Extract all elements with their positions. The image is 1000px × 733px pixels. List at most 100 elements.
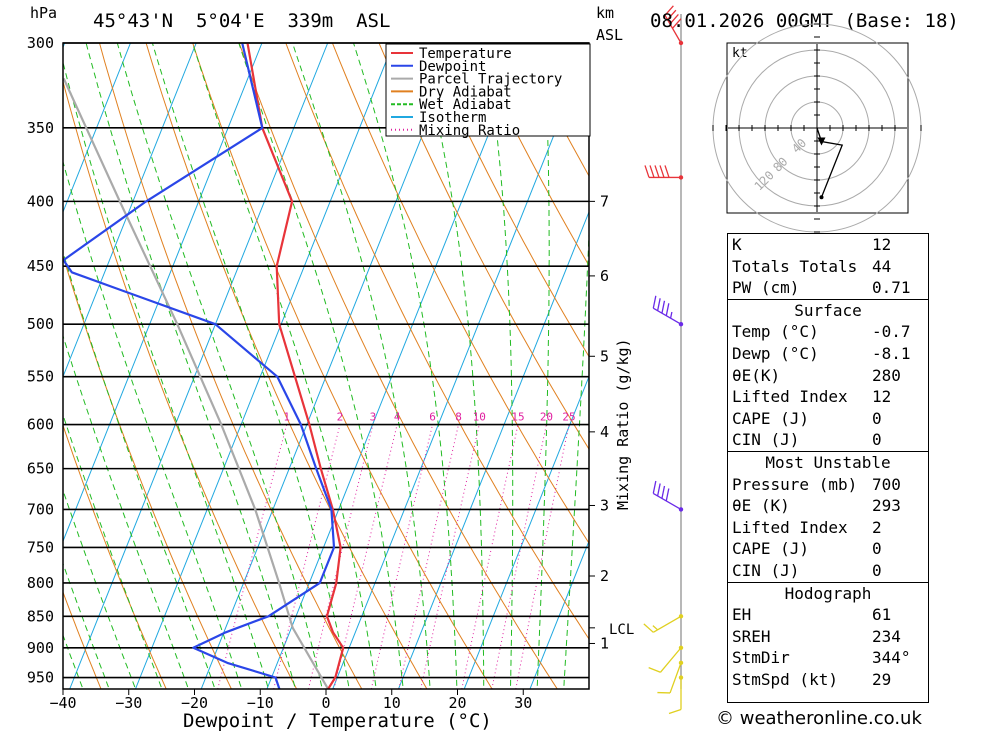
wind-barb-feather bbox=[654, 165, 660, 178]
x-tick-label: 0 bbox=[321, 694, 330, 712]
mixing-ratio-label: 2 bbox=[337, 411, 344, 424]
mixing-ratio-line bbox=[217, 424, 288, 689]
pressure-tick-450: 450 bbox=[27, 257, 54, 275]
surface-key: Temp (°C) bbox=[732, 322, 819, 342]
hodograph-trace bbox=[816, 127, 844, 198]
index-row: PW (cm) 0.71 bbox=[728, 277, 928, 299]
wind-barb-staff bbox=[652, 492, 682, 510]
mixing-ratio-line bbox=[273, 424, 341, 689]
isotherm bbox=[529, 539, 589, 689]
most-unstable-key: Lifted Index bbox=[732, 517, 848, 537]
x-tick-label: 10 bbox=[383, 694, 401, 712]
mixing-ratio-label: 6 bbox=[429, 411, 436, 424]
index-key: K bbox=[732, 235, 742, 254]
hodograph-stat-key: SREH bbox=[732, 626, 771, 646]
wind-barb-staff bbox=[664, 14, 682, 44]
wind-barb-feather bbox=[644, 165, 650, 178]
surface-title: Surface bbox=[794, 300, 862, 320]
hodograph-stat-row: EH 61 bbox=[728, 604, 928, 626]
wind-barb-feather bbox=[665, 303, 670, 316]
dry-adiabat bbox=[192, 43, 493, 689]
parcel-trajectory-line bbox=[63, 78, 330, 689]
wind-barb-feather bbox=[643, 623, 654, 633]
dry-adiabat bbox=[63, 79, 298, 689]
height-tick-5: 5 bbox=[600, 347, 609, 365]
wind-barb-feather bbox=[656, 298, 661, 311]
surface-value: -0.7 bbox=[872, 322, 911, 342]
hodograph-title: Hodograph bbox=[784, 583, 872, 603]
dry-adiabat bbox=[471, 43, 589, 267]
index-value: 0.71 bbox=[872, 278, 911, 298]
wind-barb-staff bbox=[652, 307, 682, 325]
dry-adiabat bbox=[145, 43, 428, 689]
mixing-ratio-label: 20 bbox=[540, 411, 553, 424]
isotherm bbox=[332, 45, 589, 689]
pressure-tick-900: 900 bbox=[27, 639, 54, 657]
most-unstable-row: θE (K) 293 bbox=[728, 495, 928, 517]
hodograph-stat-key: StmSpd (kt) bbox=[732, 669, 838, 689]
hodograph-stat-value: 29 bbox=[872, 669, 892, 689]
mixing-ratio-line bbox=[515, 424, 570, 689]
most-unstable-row: Pressure (mb) 700 bbox=[728, 474, 928, 496]
wet-adiabat bbox=[116, 43, 323, 689]
dry-adiabat bbox=[63, 423, 167, 689]
surface-row: CIN (J) 0 bbox=[728, 429, 928, 451]
dry-adiabat bbox=[425, 43, 589, 358]
most-unstable-value: 0 bbox=[872, 560, 882, 580]
height-tick-2: 2 bbox=[600, 567, 609, 585]
wind-barb-feather bbox=[667, 9, 677, 21]
wind-barb-feather bbox=[648, 667, 661, 673]
surface-row: CAPE (J) 0 bbox=[728, 408, 928, 430]
dry-adiabat bbox=[957, 5, 1000, 695]
datetime-label: 08.01.2026 00GMT (Base: 18) bbox=[650, 10, 959, 32]
x-axis-label: Dewpoint / Temperature (°C) bbox=[183, 710, 492, 732]
indices-panel: K 12 Totals Totals 44 PW (cm) 0.71 Surface Te… bbox=[727, 233, 929, 703]
wet-adiabat bbox=[238, 43, 404, 689]
pressure-tick-650: 650 bbox=[27, 460, 54, 478]
legend-label: Parcel Trajectory bbox=[419, 72, 562, 88]
wind-barb-feather bbox=[672, 18, 682, 29]
lcl-label: LCL bbox=[609, 622, 634, 638]
mixing-ratio-line bbox=[420, 424, 480, 689]
surface-key: CIN (J) bbox=[732, 430, 800, 450]
surface-key: θE(K) bbox=[732, 365, 781, 385]
temperature-line bbox=[246, 43, 345, 689]
mixing-ratio-label: 1 bbox=[283, 411, 290, 424]
most-unstable-row: CAPE (J) 0 bbox=[728, 538, 928, 560]
wind-barb-feather bbox=[656, 483, 661, 497]
mixing-ratio-label: 3 bbox=[370, 411, 377, 424]
mixing-ratio-label: 8 bbox=[455, 411, 462, 424]
index-row: K 12 bbox=[728, 234, 928, 256]
wet-adiabat bbox=[63, 60, 270, 689]
axes: 3003504004505005506006507007508008509009… bbox=[27, 34, 634, 712]
surface-key: Dewp (°C) bbox=[732, 343, 819, 363]
index-key: PW (cm) bbox=[732, 278, 800, 298]
copyright[interactable]: © weatheronline.co.uk bbox=[716, 708, 922, 729]
wet-adiabat bbox=[563, 223, 589, 689]
isotherm bbox=[63, 43, 197, 378]
legend-label: Dry Adiabat bbox=[419, 84, 512, 100]
wet-adiabat bbox=[63, 250, 216, 689]
wet-adiabat bbox=[63, 562, 110, 689]
surface-table: Temp (°C) -0.7 Dewp (°C) -8.1 θE(K) 280 Lifted… bbox=[728, 321, 928, 451]
wet-adiabat bbox=[484, 43, 514, 689]
mixing-ratio-axis-label: Mixing Ratio (g/kg) bbox=[614, 338, 632, 510]
x-tick-label: 20 bbox=[448, 694, 466, 712]
hodograph-unit-label: kt bbox=[732, 46, 748, 61]
pressure-tick-550: 550 bbox=[27, 368, 54, 386]
wet-adiabat bbox=[85, 43, 296, 689]
most-unstable-value: 2 bbox=[872, 517, 882, 537]
dry-adiabat bbox=[238, 43, 558, 689]
wet-adiabat bbox=[191, 43, 377, 689]
hodograph-stat-value: 344° bbox=[872, 648, 911, 668]
dry-adiabat bbox=[378, 43, 589, 451]
hodograph-stat-value: 234 bbox=[872, 626, 901, 646]
wet-adiabat bbox=[291, 43, 431, 689]
pressure-tick-500: 500 bbox=[27, 315, 54, 333]
hodograph-end-point bbox=[819, 195, 824, 200]
most-unstable-table: Pressure (mb) 700 θE (K) 293 Lifted Index 2 CA… bbox=[728, 474, 928, 582]
wind-barb-feather bbox=[652, 480, 657, 494]
hodograph-table: EH 61 SREH 234 StmDir 344° StmSpd (kt) 29 bbox=[728, 604, 928, 690]
